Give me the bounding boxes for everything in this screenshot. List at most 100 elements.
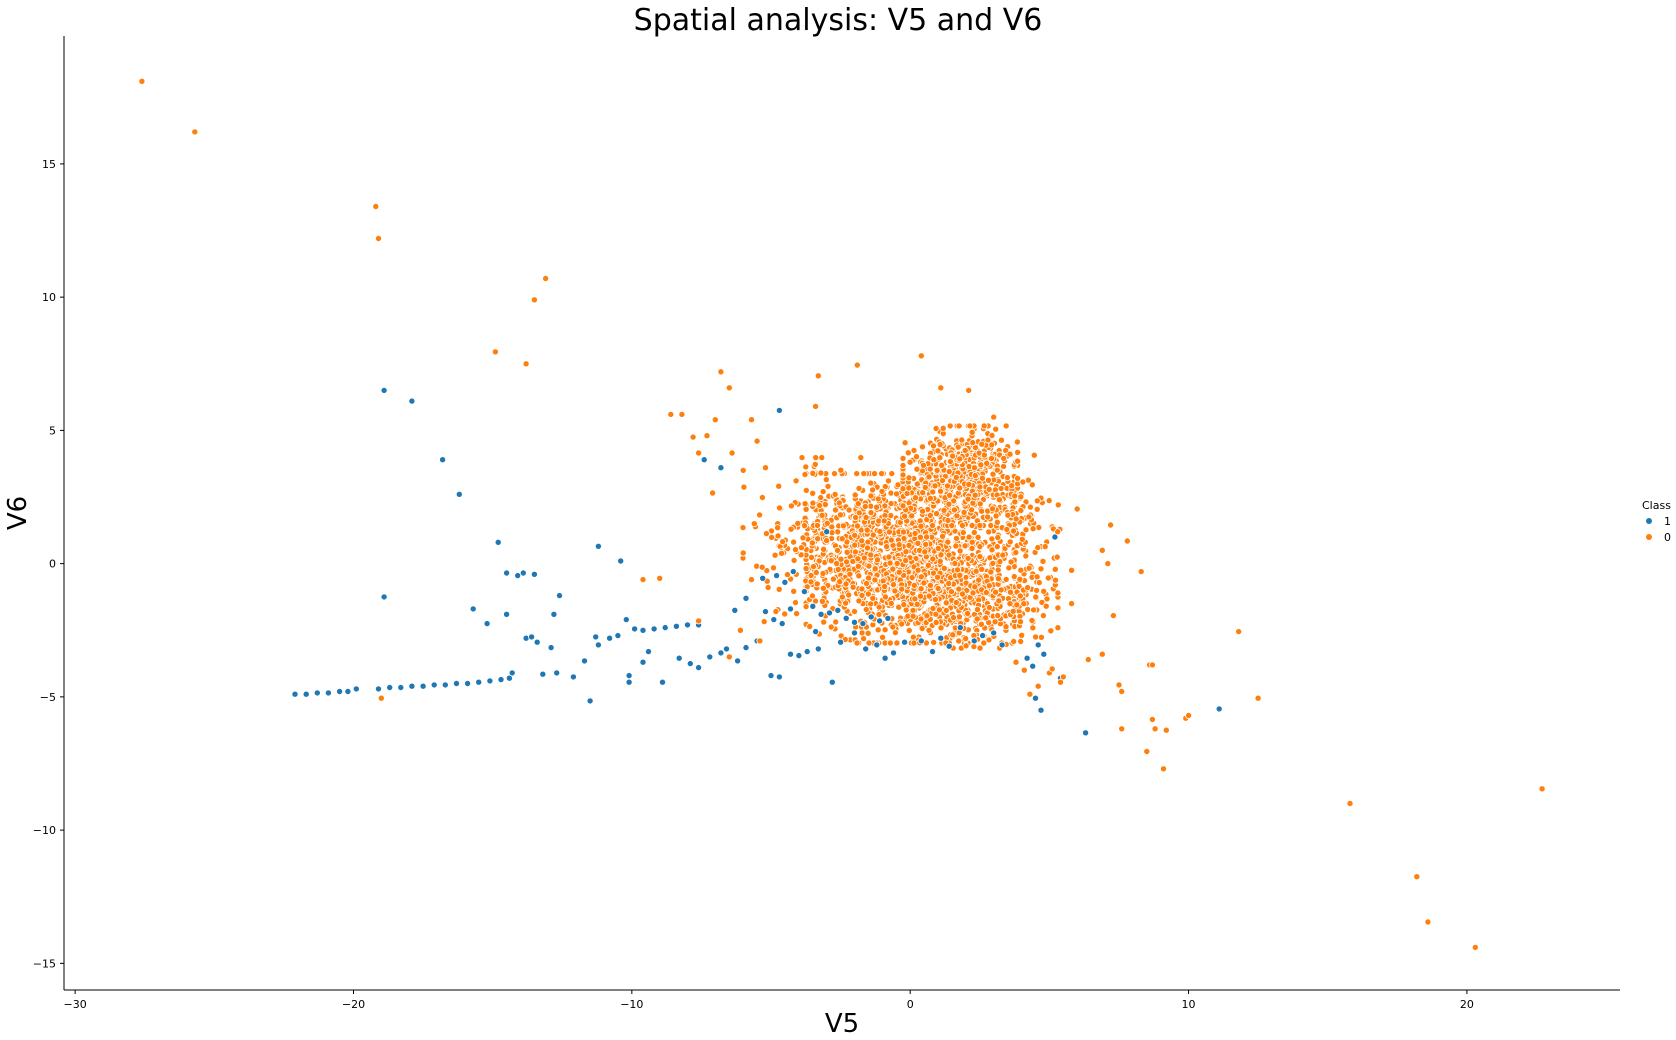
- data-point-class-0: [808, 592, 816, 600]
- data-point-class-0: [893, 490, 901, 498]
- data-point-class-0: [980, 451, 988, 459]
- data-point-class-0: [1033, 497, 1041, 505]
- data-point-class-1: [1023, 654, 1031, 662]
- data-point-class-0: [852, 514, 860, 522]
- data-point-class-0: [853, 470, 861, 478]
- data-point-class-0: [843, 538, 851, 546]
- data-point-class-1: [374, 685, 382, 693]
- data-point-class-0: [1000, 454, 1008, 462]
- data-point-class-0: [865, 639, 873, 647]
- data-point-class-0: [851, 491, 859, 499]
- data-point-class-0: [853, 522, 861, 530]
- data-point-class-1: [823, 528, 831, 536]
- data-point-class-0: [836, 578, 844, 586]
- data-point-class-1: [386, 684, 394, 692]
- data-point-class-0: [739, 549, 747, 557]
- data-point-class-0: [864, 629, 872, 637]
- data-point-class-0: [855, 572, 863, 580]
- data-point-class-1: [302, 690, 310, 698]
- x-tick-label: −10: [620, 998, 643, 1011]
- data-point-class-0: [1057, 678, 1065, 686]
- data-point-class-0: [913, 453, 921, 461]
- data-point-class-1: [380, 386, 388, 394]
- data-point-class-0: [885, 553, 893, 561]
- data-point-class-0: [542, 274, 550, 282]
- data-point-class-1: [550, 610, 558, 618]
- data-point-class-0: [1123, 537, 1131, 545]
- data-point-class-0: [1054, 501, 1062, 509]
- data-point-class-0: [792, 599, 800, 607]
- data-point-class-0: [1014, 448, 1022, 456]
- data-point-class-0: [952, 473, 960, 481]
- data-point-class-0: [807, 572, 815, 580]
- data-point-class-0: [912, 494, 920, 502]
- data-point-class-1: [890, 649, 898, 657]
- data-point-class-0: [955, 613, 963, 621]
- data-point-class-0: [908, 574, 916, 582]
- data-point-class-0: [945, 551, 953, 559]
- data-point-class-0: [818, 454, 826, 462]
- data-point-class-0: [871, 565, 879, 573]
- data-point-class-1: [594, 542, 602, 550]
- data-point-class-0: [978, 507, 986, 515]
- data-point-class-0: [917, 352, 925, 360]
- data-point-class-0: [1024, 584, 1032, 592]
- data-point-class-0: [1002, 623, 1010, 631]
- data-point-class-1: [313, 689, 321, 697]
- data-point-class-0: [894, 481, 902, 489]
- data-point-class-0: [821, 500, 829, 508]
- data-point-class-0: [858, 629, 866, 637]
- data-point-class-0: [976, 543, 984, 551]
- data-point-class-1: [717, 649, 725, 657]
- data-point-class-0: [917, 585, 925, 593]
- data-point-class-0: [920, 461, 928, 469]
- data-point-class-0: [953, 534, 961, 542]
- data-point-class-0: [989, 505, 997, 513]
- data-point-class-0: [934, 573, 942, 581]
- data-point-class-0: [1185, 712, 1193, 720]
- data-point-class-1: [723, 645, 731, 653]
- data-point-class-1: [809, 602, 817, 610]
- data-point-class-0: [823, 537, 831, 545]
- data-point-class-0: [817, 494, 825, 502]
- legend-marker-class-1: [1646, 518, 1652, 524]
- data-point-class-0: [522, 360, 530, 368]
- data-point-class-0: [955, 585, 963, 593]
- data-point-class-0: [955, 422, 963, 430]
- data-point-class-0: [873, 503, 881, 511]
- data-point-class-0: [867, 492, 875, 500]
- data-point-class-1: [929, 648, 937, 656]
- data-point-class-0: [819, 488, 827, 496]
- data-point-class-0: [1104, 560, 1112, 568]
- data-point-class-1: [787, 650, 795, 658]
- data-point-class-0: [1011, 498, 1019, 506]
- data-point-class-0: [491, 348, 499, 356]
- data-point-class-0: [817, 469, 825, 477]
- data-point-class-0: [971, 472, 979, 480]
- data-point-class-0: [923, 612, 931, 620]
- data-point-class-0: [904, 449, 912, 457]
- data-point-class-0: [944, 482, 952, 490]
- data-point-class-0: [961, 446, 969, 454]
- data-point-class-1: [686, 660, 694, 668]
- data-point-class-0: [1017, 493, 1025, 501]
- data-point-class-1: [828, 678, 836, 686]
- data-point-class-0: [909, 606, 917, 614]
- data-point-class-1: [639, 658, 647, 666]
- data-point-class-0: [867, 551, 875, 559]
- data-point-class-0: [811, 460, 819, 468]
- data-point-class-0: [1043, 595, 1051, 603]
- data-point-class-0: [191, 128, 199, 136]
- data-point-class-0: [790, 538, 798, 546]
- data-point-class-0: [1048, 665, 1056, 673]
- data-point-class-0: [1035, 579, 1043, 587]
- data-point-class-1: [700, 456, 708, 464]
- data-point-class-0: [857, 454, 865, 462]
- data-point-class-0: [922, 540, 930, 548]
- data-point-class-0: [1014, 474, 1022, 482]
- data-point-class-0: [1037, 633, 1045, 641]
- data-point-class-0: [1038, 598, 1046, 606]
- data-point-class-0: [1033, 586, 1041, 594]
- legend-label-class-0: 0: [1664, 531, 1671, 544]
- data-point-class-0: [946, 491, 954, 499]
